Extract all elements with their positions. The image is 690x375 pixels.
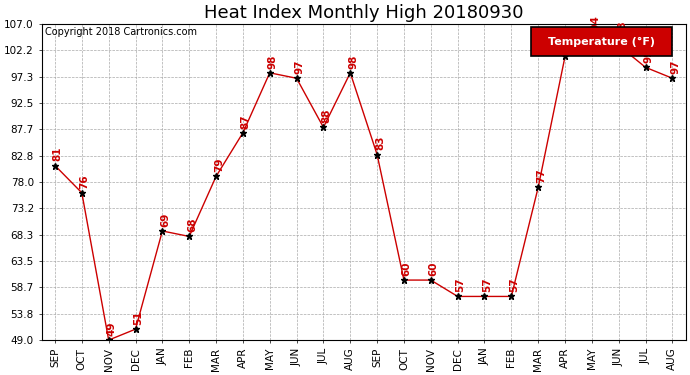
Text: 103: 103: [616, 20, 627, 41]
Text: 97: 97: [295, 60, 304, 74]
Text: 98: 98: [268, 54, 277, 69]
Text: 99: 99: [643, 49, 653, 63]
Text: 76: 76: [79, 174, 90, 189]
Text: 81: 81: [52, 147, 63, 161]
Text: 88: 88: [322, 109, 331, 123]
Text: 68: 68: [187, 218, 197, 232]
Text: 87: 87: [241, 114, 250, 129]
Text: 60: 60: [402, 261, 412, 276]
Text: 57: 57: [455, 278, 466, 292]
Text: 97: 97: [670, 60, 680, 74]
Text: 101: 101: [563, 30, 573, 52]
Text: 98: 98: [348, 54, 358, 69]
Text: 49: 49: [106, 321, 117, 336]
Text: 104: 104: [590, 14, 600, 36]
Text: 51: 51: [133, 310, 144, 325]
Text: 77: 77: [536, 168, 546, 183]
Title: Heat Index Monthly High 20180930: Heat Index Monthly High 20180930: [204, 4, 524, 22]
Text: 69: 69: [160, 213, 170, 227]
Text: 57: 57: [482, 278, 492, 292]
Text: Copyright 2018 Cartronics.com: Copyright 2018 Cartronics.com: [45, 27, 197, 38]
Text: Temperature (°F): Temperature (°F): [548, 36, 655, 46]
Text: 83: 83: [375, 136, 385, 150]
Text: 60: 60: [428, 261, 439, 276]
Text: 57: 57: [509, 278, 519, 292]
Text: 79: 79: [214, 158, 224, 172]
